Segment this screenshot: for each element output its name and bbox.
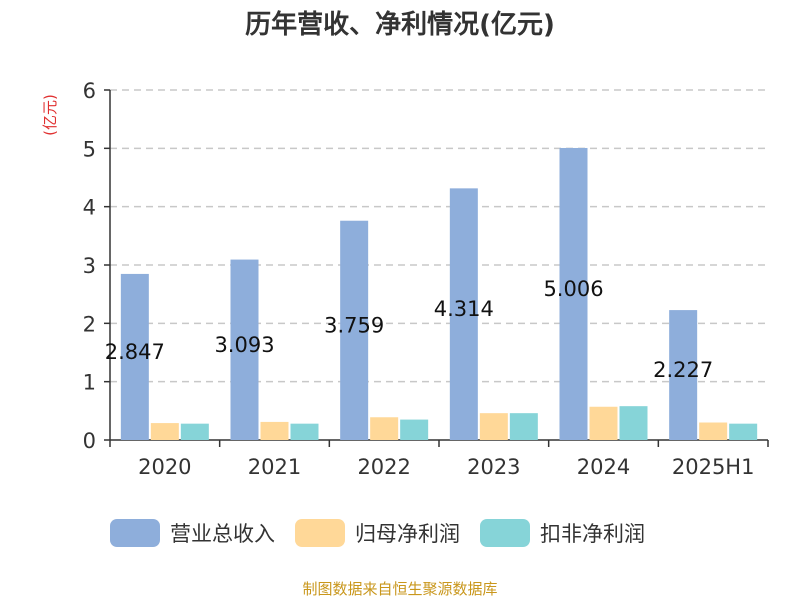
bar-revenue xyxy=(559,147,588,440)
x-tick-label: 2021 xyxy=(248,455,301,479)
x-tick-label: 2023 xyxy=(467,455,520,479)
bar-deducted-profit xyxy=(180,423,209,440)
legend-item-deducted-profit[interactable]: 扣非净利润 xyxy=(480,518,645,548)
legend-label-deducted-profit: 扣非净利润 xyxy=(540,522,645,546)
bar-net-profit xyxy=(150,423,179,440)
data-label: 2.227 xyxy=(653,358,713,382)
y-tick-label: 0 xyxy=(83,429,96,453)
data-label: 3.759 xyxy=(324,313,384,337)
bar-deducted-profit xyxy=(729,423,758,440)
chart-title: 历年营收、净利情况(亿元) xyxy=(245,10,555,40)
x-tick-label: 2024 xyxy=(577,455,630,479)
bar-revenue xyxy=(120,273,149,440)
y-tick-label: 1 xyxy=(83,371,96,395)
data-label: 4.314 xyxy=(434,297,494,321)
bar-net-profit xyxy=(589,406,618,440)
x-tick-label: 2022 xyxy=(357,455,410,479)
legend-swatch-deducted-profit xyxy=(480,519,530,547)
y-axis-unit-label: (亿元) xyxy=(41,94,59,136)
legend-swatch-revenue xyxy=(110,519,160,547)
bar-deducted-profit xyxy=(400,419,429,440)
legend-item-net-profit[interactable]: 归母净利润 xyxy=(295,518,460,548)
bar-net-profit xyxy=(699,422,728,440)
bar-net-profit xyxy=(479,413,508,440)
data-label: 5.006 xyxy=(543,277,603,301)
y-tick-label: 5 xyxy=(83,137,96,161)
y-tick-label: 4 xyxy=(83,196,96,220)
y-tick-label: 3 xyxy=(83,254,96,278)
legend-label-revenue: 营业总收入 xyxy=(170,522,275,546)
bar-revenue xyxy=(669,310,698,440)
legend-swatch-net-profit xyxy=(295,519,345,547)
x-tick-label: 2020 xyxy=(138,455,191,479)
bar-deducted-profit xyxy=(290,423,319,440)
bar-revenue xyxy=(230,259,259,440)
y-tick-label: 2 xyxy=(83,312,96,336)
bar-net-profit xyxy=(260,421,289,440)
data-label: 2.847 xyxy=(105,340,165,364)
legend-label-net-profit: 归母净利润 xyxy=(355,522,460,546)
bar-revenue xyxy=(449,188,478,440)
source-note: 制图数据来自恒生聚源数据库 xyxy=(302,580,498,598)
legend: 营业总收入 归母净利润 扣非净利润 xyxy=(110,518,665,548)
legend-item-revenue[interactable]: 营业总收入 xyxy=(110,518,275,548)
y-tick-label: 6 xyxy=(83,79,96,103)
bar-deducted-profit xyxy=(619,406,648,440)
bar-net-profit xyxy=(370,417,399,440)
bar-deducted-profit xyxy=(509,413,538,440)
x-tick-label: 2025H1 xyxy=(672,455,755,479)
bar-revenue xyxy=(340,220,369,440)
data-label: 3.093 xyxy=(214,333,274,357)
